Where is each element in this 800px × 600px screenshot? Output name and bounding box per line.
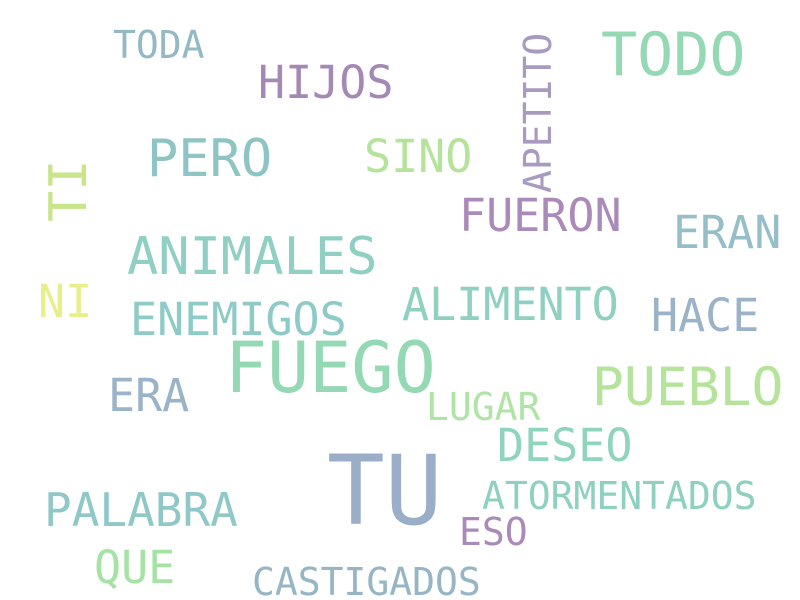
word-todo: TODO [601, 20, 746, 90]
word-atormentados: ATORMENTADOS [482, 474, 757, 518]
word-deseo: DESEO [497, 419, 633, 472]
word-ti: TI [39, 159, 99, 222]
word-fueron: FUERON [459, 189, 622, 242]
word-sino: SINO [364, 130, 473, 183]
word-pueblo: PUEBLO [592, 357, 784, 418]
word-era: ERA [108, 369, 190, 422]
word-tu: TU [327, 435, 443, 547]
word-que: QUE [94, 541, 176, 594]
word-fuego: FUEGO [225, 327, 436, 409]
word-toda: TODA [113, 23, 205, 67]
word-eso: ESO [459, 510, 528, 554]
word-animales: ANIMALES [127, 227, 378, 287]
word-hijos: HIJOS [258, 56, 394, 109]
word-hace: HACE [651, 289, 760, 342]
word-pero: PERO [147, 129, 273, 189]
word-alimento: ALIMENTO [402, 278, 619, 331]
word-apetito: APETITO [516, 32, 560, 193]
word-lugar: LUGAR [426, 385, 541, 429]
word-enemigos: ENEMIGOS [130, 293, 347, 346]
word-palabra: PALABRA [44, 483, 238, 537]
word-eran: ERAN [673, 206, 782, 259]
word-castigados: CASTIGADOS [252, 560, 481, 600]
word-ni: NI [38, 275, 93, 328]
